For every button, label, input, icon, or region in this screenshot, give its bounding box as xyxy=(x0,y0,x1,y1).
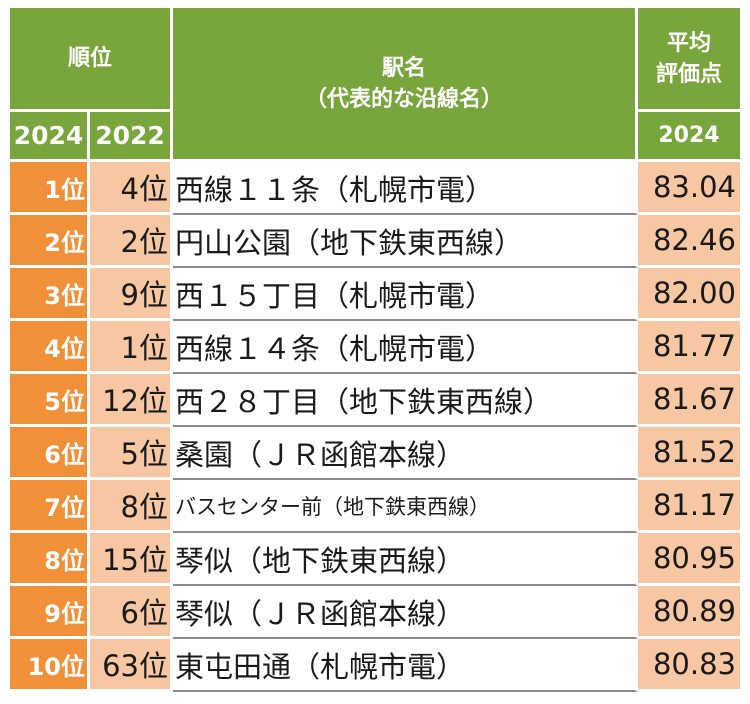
score-header-line1: 平均 xyxy=(666,30,711,56)
station-ranking-table: 順位 駅名 （代表的な沿線名） 平均 評価点 2024 2022 2024 1位 xyxy=(10,8,743,692)
score-year-header: 2024 xyxy=(638,112,743,162)
rank-2024-cell: 10位 xyxy=(10,639,90,692)
rank-2024-cell: 1位 xyxy=(10,162,90,215)
rank-2022-cell: 12位 xyxy=(90,374,173,427)
score-cell: 80.95 xyxy=(638,533,743,586)
score-cell: 83.04 xyxy=(638,162,743,215)
year-2024-header: 2024 xyxy=(10,112,90,162)
score-cell: 80.83 xyxy=(638,639,743,692)
ranking-table-container: 順位 駅名 （代表的な沿線名） 平均 評価点 2024 2022 2024 1位 xyxy=(10,8,743,692)
rank-2022-cell: 8位 xyxy=(90,480,173,533)
score-cell: 81.77 xyxy=(638,321,743,374)
rank-2022-cell: 1位 xyxy=(90,321,173,374)
rank-2024-cell: 3位 xyxy=(10,268,90,321)
rank-2022-cell: 15位 xyxy=(90,533,173,586)
score-cell: 81.67 xyxy=(638,374,743,427)
table-row: 4位 1位 西線１４条（札幌市電） 81.77 xyxy=(10,321,743,374)
score-cell: 82.00 xyxy=(638,268,743,321)
table-row: 1位 4位 西線１１条（札幌市電） 83.04 xyxy=(10,162,743,215)
table-row: 5位 12位 西２８丁目（地下鉄東西線） 81.67 xyxy=(10,374,743,427)
rank-2024-cell: 4位 xyxy=(10,321,90,374)
rank-2024-cell: 7位 xyxy=(10,480,90,533)
station-header: 駅名 （代表的な沿線名） xyxy=(173,8,638,162)
station-cell: 円山公園（地下鉄東西線） xyxy=(173,215,638,268)
table-row: 6位 5位 桑園（ＪＲ函館本線） 81.52 xyxy=(10,427,743,480)
station-cell: 桑園（ＪＲ函館本線） xyxy=(173,427,638,480)
station-cell: 東屯田通（札幌市電） xyxy=(173,639,638,692)
rank-2022-cell: 6位 xyxy=(90,586,173,639)
rank-2022-cell: 2位 xyxy=(90,215,173,268)
station-cell: 琴似（ＪＲ函館本線） xyxy=(173,586,638,639)
rank-2022-cell: 63位 xyxy=(90,639,173,692)
rank-2024-cell: 5位 xyxy=(10,374,90,427)
rank-2022-cell: 5位 xyxy=(90,427,173,480)
score-header-line2: 評価点 xyxy=(655,61,722,87)
station-header-title: 駅名 xyxy=(381,55,426,81)
station-cell: バスセンター前（地下鉄東西線） xyxy=(173,480,638,533)
rank-2024-cell: 9位 xyxy=(10,586,90,639)
rank-2024-cell: 6位 xyxy=(10,427,90,480)
rank-2024-cell: 2位 xyxy=(10,215,90,268)
score-cell: 81.52 xyxy=(638,427,743,480)
table-row: 9位 6位 琴似（ＪＲ函館本線） 80.89 xyxy=(10,586,743,639)
station-cell: 琴似（地下鉄東西線） xyxy=(173,533,638,586)
station-header-subtitle: （代表的な沿線名） xyxy=(304,86,503,112)
table-row: 7位 8位 バスセンター前（地下鉄東西線） 81.17 xyxy=(10,480,743,533)
rank-header-label: 順位 xyxy=(67,46,112,71)
table-row: 10位 63位 東屯田通（札幌市電） 80.83 xyxy=(10,639,743,692)
table-row: 2位 2位 円山公園（地下鉄東西線） 82.46 xyxy=(10,215,743,268)
rank-2024-cell: 8位 xyxy=(10,533,90,586)
station-cell: 西線１１条（札幌市電） xyxy=(173,162,638,215)
rank-2022-cell: 9位 xyxy=(90,268,173,321)
rank-2022-cell: 4位 xyxy=(90,162,173,215)
rank-header: 順位 xyxy=(10,8,173,112)
table-row: 3位 9位 西１５丁目（札幌市電） 82.00 xyxy=(10,268,743,321)
year-2022-header: 2022 xyxy=(90,112,173,162)
station-cell: 西線１４条（札幌市電） xyxy=(173,321,638,374)
table-row: 8位 15位 琴似（地下鉄東西線） 80.95 xyxy=(10,533,743,586)
score-cell: 82.46 xyxy=(638,215,743,268)
score-cell: 80.89 xyxy=(638,586,743,639)
score-header: 平均 評価点 xyxy=(638,8,743,112)
score-cell: 81.17 xyxy=(638,480,743,533)
station-cell: 西１５丁目（札幌市電） xyxy=(173,268,638,321)
station-cell: 西２８丁目（地下鉄東西線） xyxy=(173,374,638,427)
